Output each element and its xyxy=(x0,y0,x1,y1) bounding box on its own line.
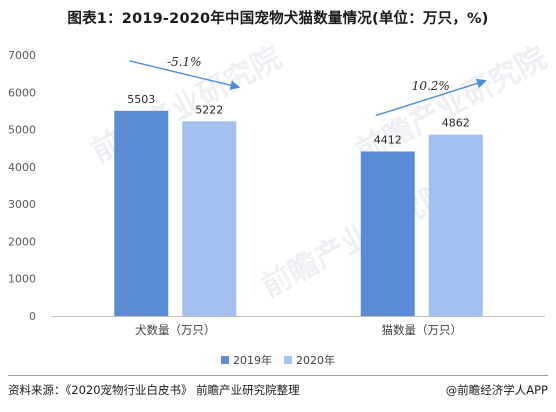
legend-swatch xyxy=(284,356,292,364)
y-tick-label: 7000 xyxy=(8,49,36,62)
bar xyxy=(360,151,415,316)
y-tick-label: 1000 xyxy=(8,273,36,286)
brand-text: @前瞻经济学人APP xyxy=(445,383,548,397)
y-tick-label: 0 xyxy=(29,310,36,323)
x-axis: 犬数量（万只） 猫数量（万只） xyxy=(52,316,545,337)
source-text: 资料来源：《2020宠物行业白皮书》 前瞻产业研究院整理 xyxy=(8,383,300,397)
growth-annotation: 10.2% xyxy=(412,79,450,93)
y-tick-label: 2000 xyxy=(8,235,36,248)
data-label: 5503 xyxy=(127,93,155,106)
data-labels: 5503 5222 4412 4862 xyxy=(127,93,470,147)
y-tick-label: 5000 xyxy=(8,124,36,137)
data-label: 4412 xyxy=(374,133,402,146)
chart-title: 图表1：2019-2020年中国宠物犬猫数量情况(单位：万只，%) xyxy=(67,11,489,27)
x-category-label: 犬数量（万只） xyxy=(135,323,216,337)
bar xyxy=(114,110,169,316)
legend: 2019年 2020年 xyxy=(0,352,556,368)
legend-label: 2019年 xyxy=(233,354,272,367)
legend-swatch xyxy=(221,356,229,364)
y-tick-label: 4000 xyxy=(8,161,36,174)
y-tick-label: 3000 xyxy=(8,198,36,211)
bars xyxy=(114,110,483,316)
data-label: 4862 xyxy=(442,117,470,130)
growth-arrow xyxy=(375,78,487,117)
growth-annotation: -5.1% xyxy=(167,55,202,69)
legend-label: 2020年 xyxy=(296,354,335,367)
y-axis: 0 1000 2000 3000 4000 5000 6000 7000 xyxy=(8,49,36,323)
y-tick-label: 6000 xyxy=(8,86,36,99)
x-category-label: 猫数量（万只） xyxy=(382,323,463,337)
footer: 资料来源：《2020宠物行业白皮书》 前瞻产业研究院整理 @前瞻经济学人APP xyxy=(8,382,548,398)
bar xyxy=(182,121,237,316)
legend-item-2020: 2020年 xyxy=(284,352,335,368)
data-label: 5222 xyxy=(195,103,223,116)
growth-arrow xyxy=(129,60,241,90)
footer-divider xyxy=(8,375,548,376)
bar xyxy=(428,134,483,316)
annotations: -5.1% 10.2% xyxy=(129,55,487,117)
legend-item-2019: 2019年 xyxy=(221,352,272,368)
